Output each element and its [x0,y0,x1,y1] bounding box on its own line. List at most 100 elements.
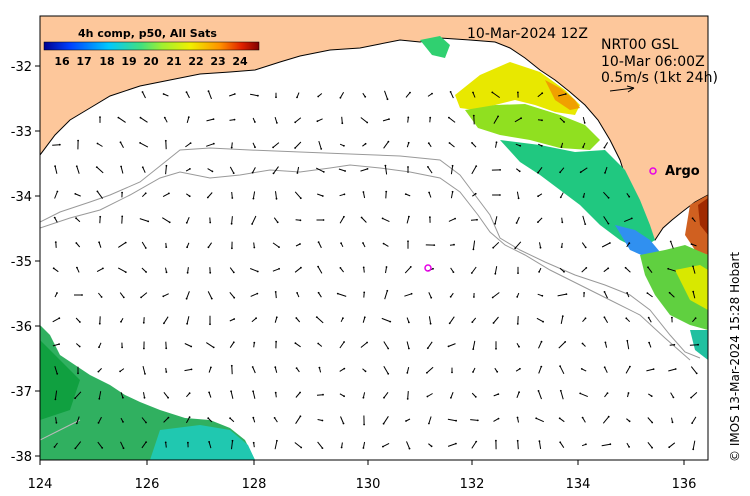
velocity-arrow [338,168,346,172]
velocity-arrow [54,366,58,374]
velocity-arrow-head [121,215,124,218]
velocity-arrow-head [322,393,324,396]
velocity-arrow [54,166,58,174]
velocity-arrow-head [671,421,674,424]
velocity-arrow-head [492,246,495,249]
velocity-arrow [493,418,499,422]
sst-southwest-dark [40,340,80,420]
velocity-arrow [406,216,410,224]
velocity-arrow-head [537,171,539,174]
velocity-arrow [668,268,676,272]
velocity-arrow-head [300,266,302,269]
velocity-arrow-head [563,121,565,123]
velocity-arrow-head [472,91,474,94]
velocity-arrow [537,217,543,223]
velocity-arrow-head [671,316,673,319]
argo-legend-marker [649,167,657,175]
velocity-arrow-head [342,317,344,320]
velocity-arrow-head [187,116,190,118]
velocity-arrow [118,117,126,123]
velocity-arrow-head [690,243,693,246]
velocity-arrow-head [668,291,671,294]
velocity-arrow-head [320,148,323,150]
velocity-arrow-head [75,242,78,244]
velocity-arrow-head [209,221,212,224]
velocity-arrow-head [429,116,432,119]
colorbar-title: 4h comp, p50, All Sats [78,27,217,40]
velocity-arrow-head [449,295,452,298]
velocity-arrow [74,441,82,449]
velocity-arrow-head [455,419,457,422]
velocity-arrow-head [144,192,147,195]
velocity-arrow-head [409,91,411,94]
velocity-arrow [582,116,586,124]
velocity-arrow-head [583,122,586,124]
velocity-arrow-head [497,417,500,420]
velocity-arrow [273,217,279,223]
velocity-arrow-head [185,221,188,224]
velocity-arrow [186,291,190,299]
velocity-arrow-head [98,346,100,349]
velocity-arrow-head [276,221,279,224]
velocity-arrow-head [560,146,563,149]
velocity-arrow [185,416,191,424]
velocity-arrow [557,293,567,297]
velocity-arrow [96,191,104,199]
velocity-arrow-head [559,365,561,368]
plot-frame [39,15,709,461]
velocity-arrow-head [455,442,457,445]
velocity-arrow-head [432,267,434,270]
velocity-arrow-head [274,391,277,394]
velocity-arrow-head [340,446,343,449]
y-tick-label: -34 [11,190,32,205]
velocity-arrow-head [385,266,388,268]
velocity-arrow [316,316,324,324]
x-tick-label: 124 [28,477,53,492]
velocity-arrow [274,440,278,450]
velocity-arrow [646,368,654,372]
velocity-arrow-head [387,372,390,375]
y-tick-label: -38 [11,450,32,465]
velocity-arrow-head [167,396,170,399]
velocity-arrow [76,416,80,424]
velocity-arrow-head [430,445,433,448]
velocity-arrow-head [58,343,60,345]
velocity-arrow [559,365,565,375]
velocity-arrow [184,343,192,347]
velocity-arrow-head [651,446,653,449]
velocity-arrow [625,366,631,374]
velocity-arrow [360,117,368,123]
velocity-arrow-head [472,348,475,350]
velocity-arrow-head [53,216,56,219]
velocity-arrow [383,341,389,349]
velocity-arrow [404,266,412,274]
velocity-arrow-head [316,120,319,123]
velocity-arrow-head [272,146,274,149]
velocity-arrow-head [454,217,456,220]
velocity-arrow-head [163,116,166,119]
velocity-arrow [339,216,345,224]
velocity-arrow [494,216,498,224]
velocity-arrow [273,166,279,174]
velocity-arrow-head [518,170,521,173]
velocity-arrow [186,116,190,124]
velocity-arrow-head [471,142,473,144]
velocity-arrow-head [565,293,568,295]
velocity-arrow-head [210,297,213,300]
velocity-arrow-head [207,90,210,92]
velocity-arrow-head [559,171,561,174]
velocity-arrow-head [520,117,522,120]
velocity-arrow-head [628,195,631,198]
velocity-arrow [274,367,278,373]
velocity-arrow-head [451,190,454,193]
velocity-arrow [294,191,302,199]
velocity-arrow [428,316,432,324]
velocity-arrow-head [102,267,104,270]
velocity-arrow-head [341,122,344,125]
velocity-arrow-head [410,292,413,295]
x-tick-label: 134 [566,477,591,492]
velocity-arrow-head [343,395,345,398]
x-tick-label: 128 [242,477,267,492]
velocity-arrow-head [295,317,298,319]
velocity-arrow-head [363,316,366,319]
